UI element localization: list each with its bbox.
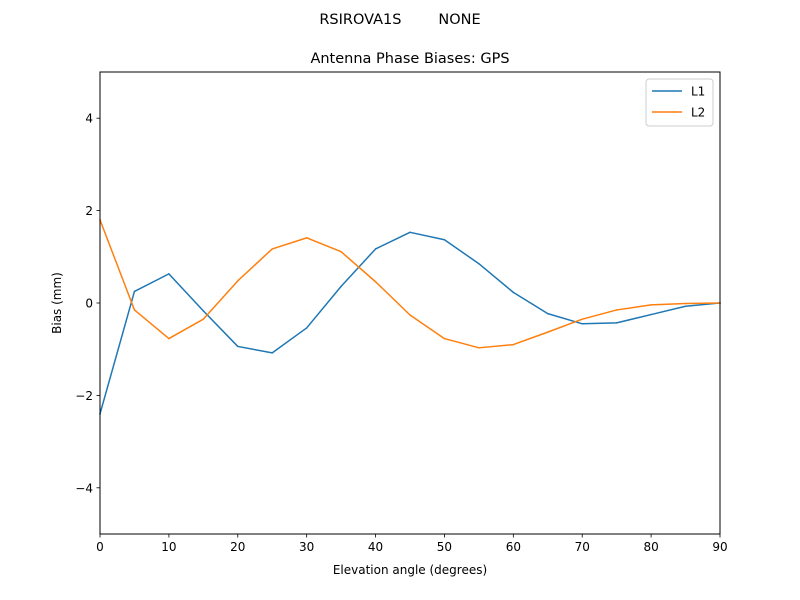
- data-point-L1: [340, 285, 342, 288]
- y-axis-label: Bias (mm): [50, 272, 64, 334]
- figure-suptitle: RSIROVA1S NONE: [319, 12, 480, 28]
- x-axis: 0 10 20 30 40 50 60 70 80 90: [96, 534, 728, 554]
- data-point-L2: [271, 248, 273, 250]
- data-point-L1: [374, 248, 377, 250]
- data-point-L2: [547, 331, 549, 333]
- y-tick-label: −4: [75, 481, 93, 495]
- data-point-L2: [512, 343, 515, 346]
- data-point-L1: [443, 238, 446, 241]
- data-point-L2: [650, 304, 652, 306]
- x-tick-label: 0: [96, 540, 104, 554]
- data-point-L1: [202, 310, 205, 312]
- data-point-L2: [409, 314, 411, 316]
- data-point-L2: [168, 337, 170, 340]
- data-point-L1: [271, 352, 273, 354]
- x-tick-label: 30: [299, 540, 314, 554]
- x-tick-label: 50: [437, 540, 452, 554]
- data-point-L2: [581, 318, 583, 320]
- x-tick-label: 90: [712, 540, 727, 554]
- y-tick-label: −2: [75, 389, 93, 403]
- y-tick-label: 0: [85, 297, 93, 311]
- series-layer: [99, 218, 721, 415]
- data-point-L1: [237, 345, 239, 348]
- x-tick-label: 60: [506, 540, 521, 554]
- axes-frame: [99, 71, 721, 535]
- data-point-L2: [340, 250, 342, 253]
- data-point-L1: [133, 290, 136, 293]
- data-point-L1: [305, 327, 308, 329]
- y-axis: −4 −2 0 2 4: [75, 112, 100, 495]
- x-tick-label: 80: [643, 540, 658, 554]
- data-point-L2: [478, 347, 480, 349]
- y-tick-label: 4: [85, 112, 93, 126]
- data-point-L1: [684, 305, 687, 307]
- data-point-L1: [168, 273, 170, 275]
- data-point-L1: [650, 313, 652, 316]
- legend-label-L2: L2: [691, 106, 705, 120]
- series-line-L2: [99, 218, 721, 349]
- x-axis-label: Elevation angle (degrees): [333, 563, 487, 577]
- data-point-L1: [478, 262, 480, 265]
- legend-label-L1: L1: [691, 85, 705, 99]
- data-point-L1: [581, 323, 583, 325]
- data-point-L2: [133, 309, 136, 311]
- data-point-L1: [409, 231, 411, 234]
- data-point-L2: [443, 337, 446, 340]
- data-point-L2: [374, 281, 377, 283]
- plot-area: [99, 71, 721, 535]
- data-point-L2: [615, 309, 618, 311]
- data-point-L1: [547, 312, 549, 315]
- data-point-L2: [305, 237, 308, 239]
- x-tick-label: 20: [230, 540, 245, 554]
- x-tick-label: 70: [575, 540, 590, 554]
- data-point-L2: [202, 318, 205, 320]
- data-point-L1: [615, 322, 618, 324]
- data-point-L1: [512, 291, 515, 294]
- chart-title: Antenna Phase Biases: GPS: [310, 51, 509, 67]
- x-tick-label: 10: [161, 540, 176, 554]
- x-tick-label: 40: [368, 540, 383, 554]
- legend: L1 L2: [645, 78, 714, 127]
- data-point-L2: [684, 302, 687, 305]
- series-line-L1: [99, 231, 721, 415]
- data-point-L2: [237, 280, 239, 282]
- y-tick-label: 2: [85, 204, 93, 218]
